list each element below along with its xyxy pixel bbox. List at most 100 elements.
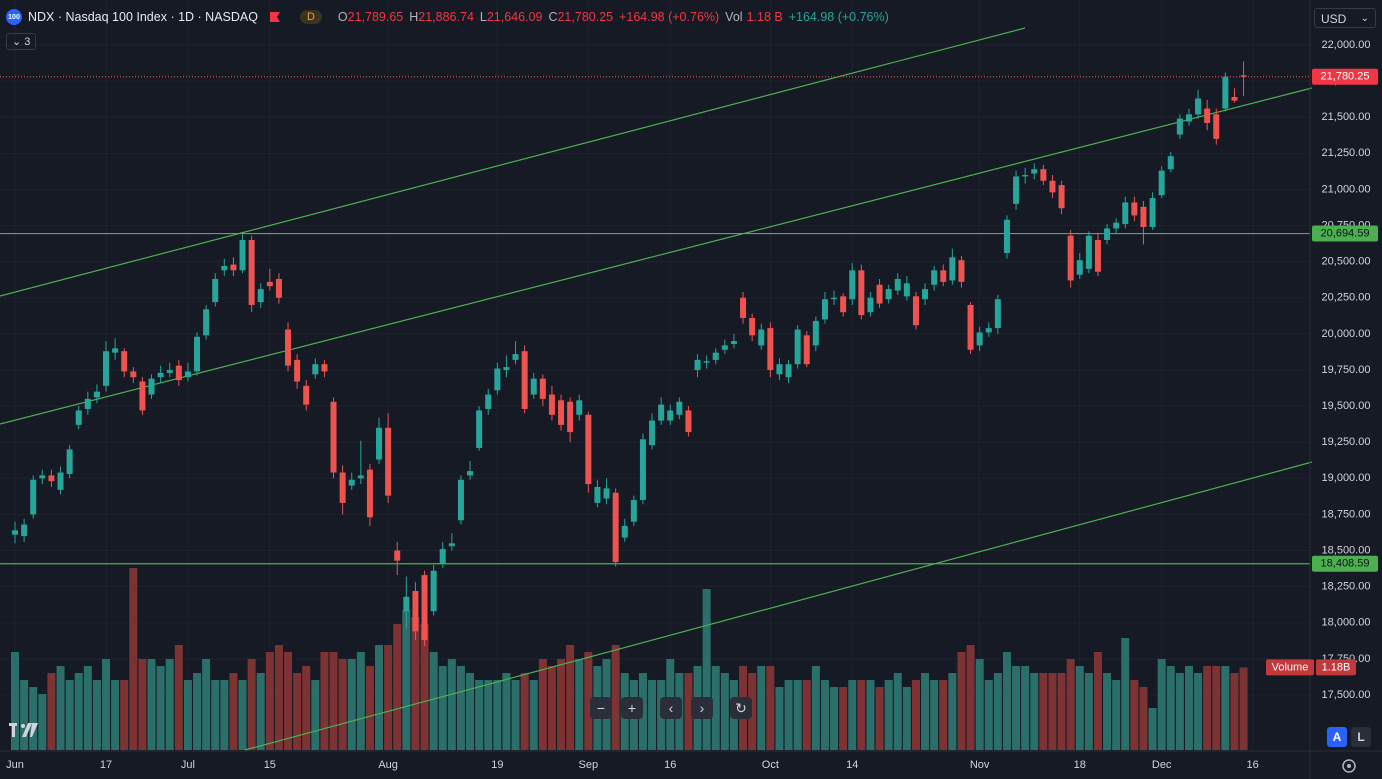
volume-bar bbox=[511, 680, 520, 750]
volume-bar bbox=[420, 624, 429, 750]
candle-body bbox=[467, 471, 474, 476]
gear[interactable] bbox=[1342, 759, 1356, 773]
volume-bar bbox=[911, 680, 920, 750]
candle-body bbox=[1204, 108, 1211, 123]
candle-body bbox=[849, 270, 856, 300]
candle-body bbox=[1222, 76, 1229, 109]
volume-bar bbox=[1084, 673, 1093, 750]
y-tick-label: 18,750.00 bbox=[1322, 508, 1371, 520]
candle-body bbox=[1185, 114, 1192, 122]
volume-bar bbox=[857, 680, 866, 750]
candle-body bbox=[93, 391, 100, 398]
log-scale[interactable]: L bbox=[1351, 727, 1371, 747]
trend-line bbox=[244, 461, 1313, 751]
indicators-count[interactable]: 3 bbox=[24, 36, 31, 48]
volume-bar bbox=[138, 659, 147, 750]
x-tick-label: 16 bbox=[1247, 759, 1259, 771]
volume-bar bbox=[1075, 666, 1084, 750]
volume-bar bbox=[930, 680, 939, 750]
level-label: 18,408.59 bbox=[1321, 558, 1370, 570]
candle-body bbox=[1167, 156, 1174, 170]
auto-scale[interactable]: A bbox=[1327, 727, 1347, 747]
chevron[interactable]: ⌄ bbox=[1360, 13, 1369, 24]
indicators-toggle[interactable]: ⌄ 3 bbox=[6, 33, 37, 50]
flag[interactable] bbox=[269, 12, 280, 22]
zoom-out[interactable]: − bbox=[590, 697, 612, 719]
zoom-in[interactable]: + bbox=[621, 697, 643, 719]
y-tick-label: 18,000.00 bbox=[1322, 617, 1371, 629]
x-tick-label: 14 bbox=[846, 759, 858, 771]
volume-bar bbox=[793, 680, 802, 750]
candle-body bbox=[476, 410, 483, 448]
scroll-left[interactable]: ‹ bbox=[660, 697, 682, 719]
volume-bar bbox=[484, 680, 493, 750]
candle-body bbox=[1158, 170, 1165, 196]
tv-logo bbox=[9, 723, 38, 737]
volume-bar bbox=[356, 652, 365, 750]
volume-bar bbox=[1212, 666, 1221, 750]
candle-body bbox=[903, 283, 910, 297]
candle-body bbox=[366, 469, 373, 518]
volume-bar bbox=[720, 673, 729, 750]
y-tick-label: 20,250.00 bbox=[1322, 292, 1371, 304]
gear-center[interactable] bbox=[1347, 764, 1351, 768]
x-tick-label: Nov bbox=[970, 759, 990, 771]
low-key: L bbox=[479, 10, 487, 24]
volume-bar bbox=[1057, 673, 1066, 750]
candle-body bbox=[994, 299, 1001, 329]
candle-body bbox=[1049, 180, 1056, 193]
volume-bar bbox=[611, 645, 620, 750]
volume-bar bbox=[229, 673, 238, 750]
volume-bar bbox=[566, 645, 575, 750]
candle-body bbox=[394, 550, 401, 561]
candle-body bbox=[112, 348, 119, 353]
x-tick-label: Aug bbox=[378, 759, 398, 771]
candle-body bbox=[685, 410, 692, 433]
volume-bar bbox=[748, 673, 757, 750]
volume-bar bbox=[311, 680, 320, 750]
candle-body bbox=[740, 297, 747, 318]
currency[interactable]: USD bbox=[1321, 12, 1347, 26]
volume-bar bbox=[256, 673, 265, 750]
settings-icon[interactable] bbox=[1342, 759, 1356, 773]
symbol[interactable]: NDX · Nasdaq 100 Index · 1D · NASDAQ bbox=[28, 10, 258, 24]
low-value: 21,646.09 bbox=[486, 10, 543, 24]
volume-bar bbox=[102, 659, 111, 750]
candle-body bbox=[330, 401, 337, 473]
volume-bar bbox=[547, 666, 556, 750]
y-tick-label: 18,250.00 bbox=[1322, 581, 1371, 593]
currency-select[interactable]: USD ⌄ bbox=[1314, 8, 1376, 28]
candle-body bbox=[357, 475, 364, 479]
scroll-right[interactable]: › bbox=[691, 697, 713, 719]
candle-body bbox=[230, 264, 237, 271]
volume-bar bbox=[711, 666, 720, 750]
candle-body bbox=[885, 289, 892, 300]
candle-body bbox=[912, 296, 919, 326]
candle-body bbox=[721, 345, 728, 350]
close-key: C bbox=[548, 10, 558, 24]
candle-body bbox=[485, 394, 492, 409]
candle-body bbox=[1003, 219, 1010, 253]
candle-body bbox=[312, 364, 319, 375]
volume-bar bbox=[493, 680, 502, 750]
volume-bar bbox=[648, 680, 657, 750]
candle-body bbox=[703, 361, 710, 363]
volume-bar bbox=[20, 680, 29, 750]
candle-body bbox=[194, 336, 201, 372]
candle-body bbox=[303, 385, 310, 405]
candle-body bbox=[239, 239, 246, 271]
candle-body bbox=[785, 364, 792, 378]
candle-body bbox=[712, 352, 719, 360]
candle-body bbox=[439, 549, 446, 564]
candle-body bbox=[512, 354, 519, 360]
volume-bar bbox=[1148, 708, 1157, 750]
session-badge[interactable]: D bbox=[299, 10, 322, 24]
x-tick-label: Jun bbox=[6, 759, 24, 771]
candle-body bbox=[321, 364, 328, 372]
volume-bar bbox=[1048, 673, 1057, 750]
volume-bar bbox=[848, 680, 857, 750]
volume-bar bbox=[1130, 680, 1139, 750]
reset[interactable]: ↻ bbox=[730, 697, 752, 719]
candle-body bbox=[812, 320, 819, 346]
